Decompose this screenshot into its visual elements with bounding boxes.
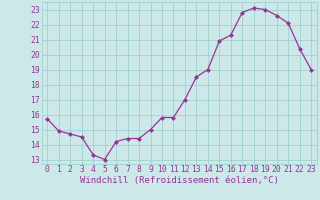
X-axis label: Windchill (Refroidissement éolien,°C): Windchill (Refroidissement éolien,°C) [80,176,279,185]
